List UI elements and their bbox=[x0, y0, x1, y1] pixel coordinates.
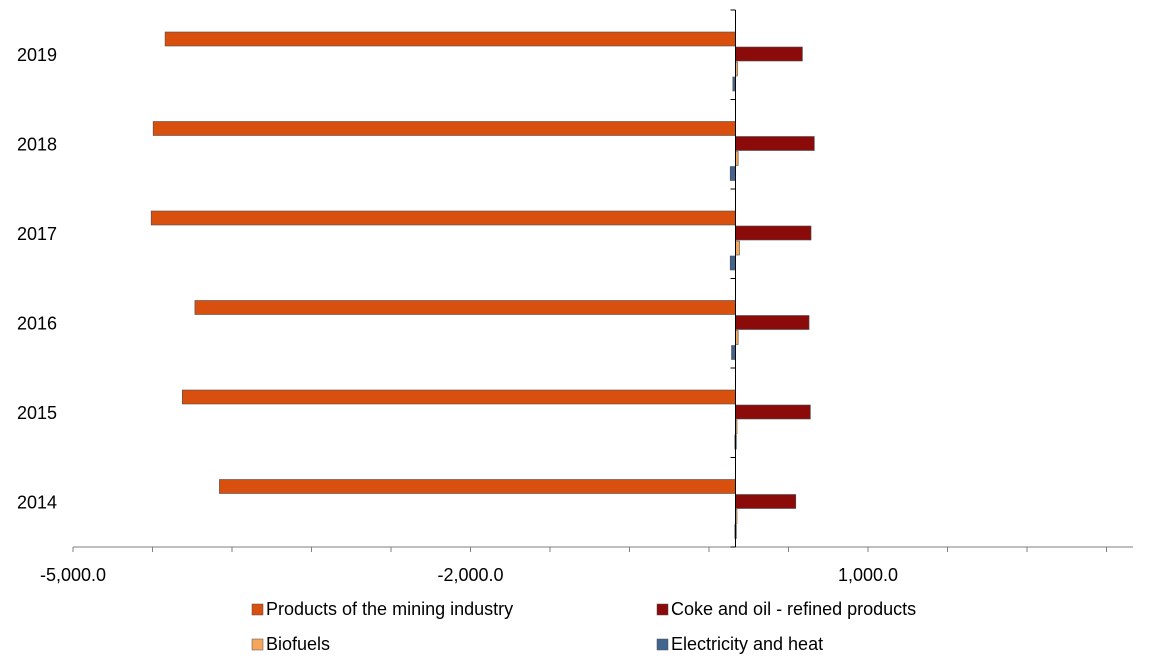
bar-2017-series-3 bbox=[729, 255, 736, 271]
legend-item: Biofuels bbox=[251, 634, 330, 654]
legend-item: Coke and oil - refined products bbox=[656, 599, 916, 619]
y-category-label: 2014 bbox=[17, 492, 57, 512]
bar-2017-series-2 bbox=[735, 240, 740, 256]
bar-2016-series-3 bbox=[731, 345, 736, 360]
bar-2015-series-1 bbox=[735, 404, 811, 420]
y-category-label: 2018 bbox=[17, 134, 57, 154]
legend-swatch bbox=[251, 603, 264, 616]
y-category-label: 2017 bbox=[17, 224, 57, 244]
legend-swatch bbox=[656, 638, 669, 651]
legend-item: Electricity and heat bbox=[656, 634, 823, 654]
legend-label: Biofuels bbox=[266, 634, 330, 654]
bar-2016-series-0 bbox=[194, 300, 736, 315]
x-tick-label: 1,000.0 bbox=[838, 565, 898, 585]
bar-2014-series-1 bbox=[735, 494, 797, 509]
axes-layer bbox=[73, 9, 1133, 548]
legend-swatch bbox=[251, 638, 264, 651]
bar-2018-series-3 bbox=[729, 166, 736, 181]
bar-2018-series-0 bbox=[152, 121, 736, 136]
x-tick-label: -5,000.0 bbox=[40, 565, 106, 585]
bar-2015-series-0 bbox=[182, 389, 736, 405]
legend-label: Electricity and heat bbox=[671, 634, 823, 654]
legend-swatch bbox=[656, 603, 669, 616]
bar-2017-series-1 bbox=[735, 225, 812, 241]
x-tick-label: -2,000.0 bbox=[437, 565, 503, 585]
legend: Products of the mining industry Coke and … bbox=[251, 599, 916, 654]
bar-2017-series-0 bbox=[150, 210, 736, 226]
y-axis-categories: 2019 2018 2017 2016 2015 2014 bbox=[17, 45, 57, 513]
y-category-label: 2015 bbox=[17, 403, 57, 423]
y-category-label: 2019 bbox=[17, 45, 57, 65]
bar-2019-series-1 bbox=[735, 46, 803, 62]
bar-2014-series-0 bbox=[219, 479, 736, 494]
x-axis-ticks: -5,000.0 -2,000.0 1,000.0 bbox=[40, 547, 1107, 585]
bar-2019-series-0 bbox=[164, 31, 736, 47]
legend-item: Products of the mining industry bbox=[251, 599, 513, 619]
legend-label: Coke and oil - refined products bbox=[671, 599, 916, 619]
legend-label: Products of the mining industry bbox=[266, 599, 513, 619]
bar-2018-series-1 bbox=[735, 136, 815, 151]
y-category-label: 2016 bbox=[17, 313, 57, 333]
bars-layer bbox=[150, 31, 815, 539]
bar-2016-series-1 bbox=[735, 315, 810, 330]
